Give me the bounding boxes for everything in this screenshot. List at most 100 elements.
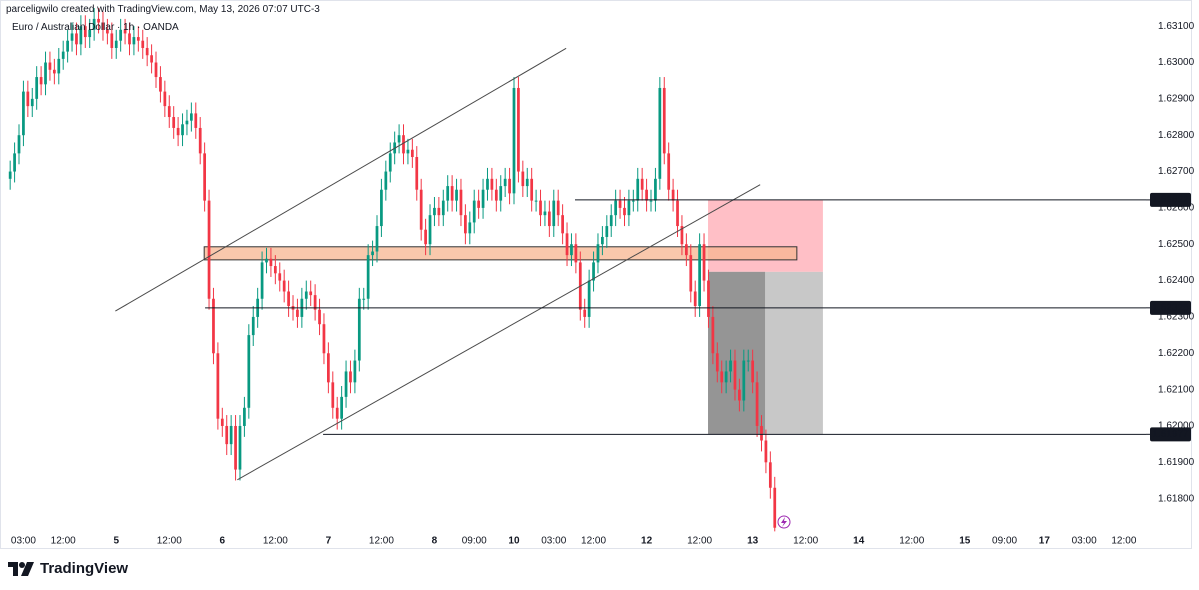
candle-body — [145, 47, 149, 56]
candle-body — [464, 215, 467, 234]
candle-body — [313, 295, 317, 310]
candle-body — [707, 280, 710, 317]
y-tick-label: 1.62900 — [1158, 93, 1195, 104]
x-tick-label: 6 — [220, 536, 226, 547]
candle-body — [428, 215, 432, 245]
candle-body — [247, 335, 251, 408]
y-tick-label: 1.62200 — [1158, 348, 1195, 359]
y-tick-label: 1.62500 — [1158, 239, 1195, 250]
candle-body — [229, 425, 233, 445]
candle-body — [751, 360, 755, 383]
credit: parceligwilo created with TradingView.co… — [6, 4, 320, 15]
candle-body — [738, 389, 741, 401]
x-tick-label: 12:00 — [793, 536, 818, 547]
candle-body — [552, 200, 556, 227]
candle-body — [296, 309, 299, 317]
price-label: 1.62622 — [1152, 195, 1189, 206]
brand-name: TradingView — [40, 560, 129, 577]
candle-body — [614, 200, 618, 216]
candle-body — [176, 127, 180, 136]
candle-body — [503, 178, 507, 187]
candle-body — [318, 309, 321, 325]
candle-body — [207, 200, 211, 299]
candle-body — [362, 298, 366, 300]
candle-body — [44, 62, 47, 85]
x-tick-label: 12 — [641, 536, 653, 547]
zone — [203, 246, 798, 261]
candle-body — [101, 22, 105, 30]
candle-body — [472, 200, 476, 223]
candle-body — [212, 298, 215, 354]
x-tick-label: 12:00 — [1111, 536, 1136, 547]
candle-body — [75, 33, 78, 45]
candle-body — [406, 149, 410, 154]
candle-body — [530, 178, 534, 201]
candle-body — [587, 280, 591, 317]
candle-body — [733, 360, 737, 390]
candle-body — [150, 55, 153, 63]
candle-body — [508, 178, 511, 194]
candle-body — [66, 40, 69, 52]
candle-body — [335, 407, 339, 419]
candle-body — [397, 135, 401, 143]
candle-body — [198, 127, 202, 154]
candle-body — [154, 62, 158, 78]
candle-body — [649, 200, 653, 202]
candle-body — [384, 171, 388, 190]
candle-body — [477, 200, 481, 208]
x-tick-label: 12:00 — [581, 536, 606, 547]
candle-body — [561, 215, 564, 234]
candle-body — [331, 382, 335, 408]
candle-body — [592, 262, 595, 281]
candle-body — [720, 371, 724, 383]
candle-body — [424, 229, 427, 245]
candle-body — [119, 29, 123, 41]
candle-body — [534, 200, 538, 202]
candle-body — [640, 178, 644, 190]
x-tick-label: 12:00 — [51, 536, 76, 547]
candle-body — [353, 360, 357, 383]
candle-body — [680, 226, 684, 245]
candle-body — [269, 258, 273, 267]
candle-body — [773, 487, 777, 528]
x-tick-label: 03:00 — [11, 536, 36, 547]
candle-body — [340, 396, 344, 419]
candle-body — [689, 255, 693, 292]
candle-body — [574, 244, 578, 263]
candle-body — [618, 200, 622, 208]
symbol-title: Euro / Australian Dollar · 1h · OANDA — [12, 22, 179, 33]
x-tick-label: 12:00 — [899, 536, 924, 547]
candle-body — [468, 222, 472, 234]
candle-body — [419, 189, 423, 230]
x-tick-label: 7 — [326, 536, 332, 547]
candle-body — [702, 244, 706, 281]
candle-body — [8, 171, 12, 179]
candle-body — [499, 186, 503, 201]
candle-body — [123, 29, 127, 34]
candle-body — [30, 98, 34, 107]
candle-body — [357, 298, 361, 361]
price-label-box — [1150, 300, 1191, 315]
y-tick-label: 1.62800 — [1158, 130, 1195, 141]
candle-body — [375, 226, 379, 252]
candle-body — [225, 425, 229, 445]
candle-body — [35, 77, 39, 99]
candle-body — [39, 77, 43, 85]
candle-body — [349, 371, 352, 383]
candle-body — [327, 353, 330, 383]
candle-body — [172, 117, 176, 128]
candle-body — [455, 189, 458, 201]
candle-body — [17, 135, 21, 154]
candle-body — [278, 273, 282, 281]
y-tick-label: 1.61800 — [1158, 493, 1195, 504]
x-tick-label: 12:00 — [369, 536, 394, 547]
candle-body — [52, 69, 56, 74]
price-label: 1.62325 — [1152, 302, 1189, 313]
candle-body — [570, 244, 573, 256]
candle-body — [768, 462, 772, 488]
candle-body — [724, 371, 728, 383]
candle-body — [490, 178, 494, 190]
candle-body — [667, 153, 671, 190]
candle-body — [601, 236, 604, 245]
